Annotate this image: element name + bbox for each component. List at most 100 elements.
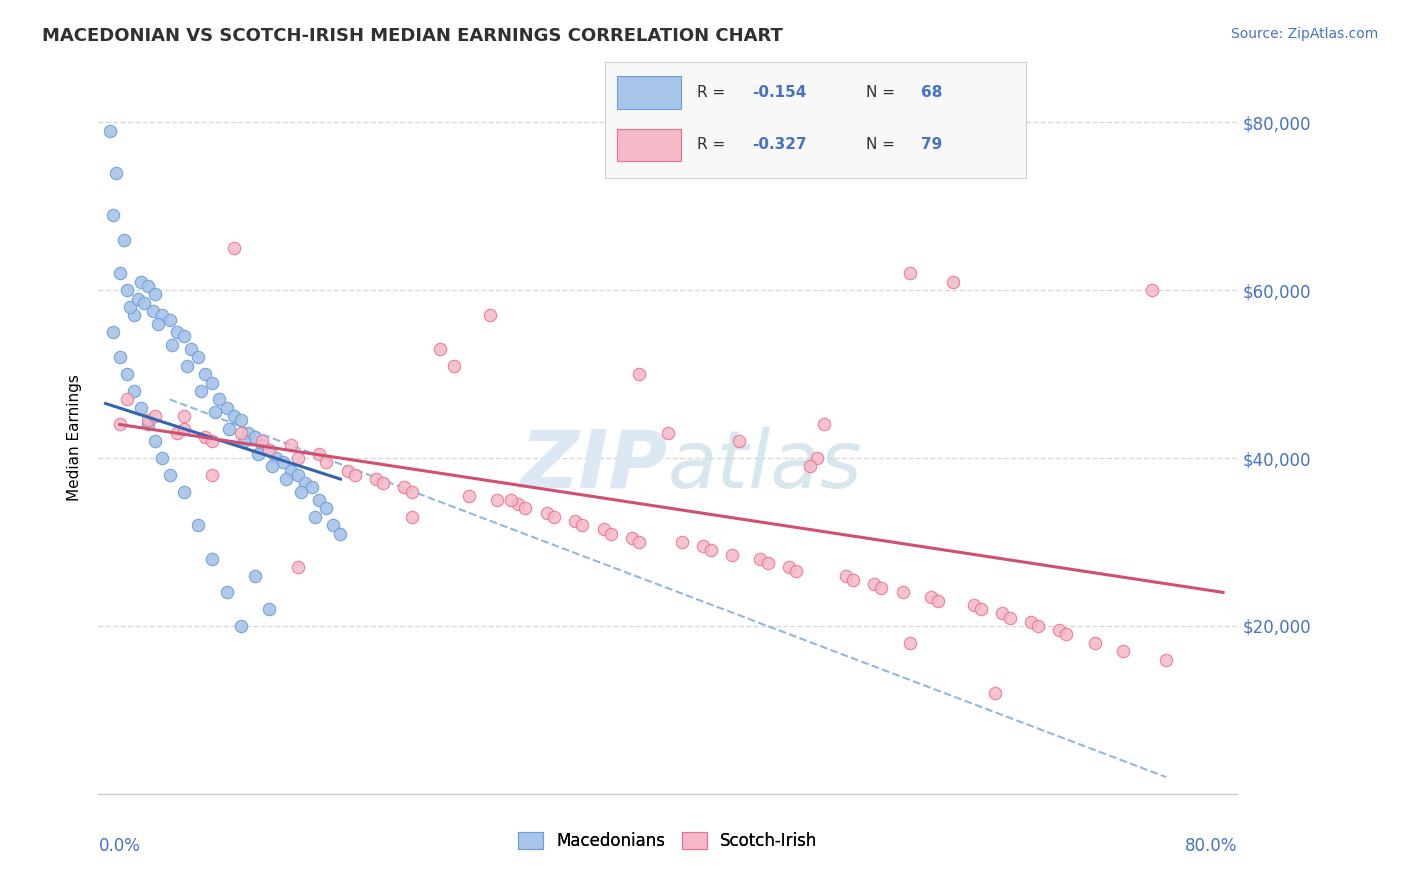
Point (364, 472, 387, 486)
Point (259, 442, 281, 457)
Point (159, 467, 181, 482)
Point (145, 409, 167, 423)
Point (290, 484, 312, 499)
Point (173, 422, 195, 436)
Point (222, 241, 245, 255)
Point (756, 556, 779, 570)
Point (308, 447, 330, 461)
Point (166, 325, 188, 339)
Point (478, 309, 501, 323)
Point (115, 367, 138, 381)
Point (600, 526, 623, 541)
Point (166, 425, 188, 440)
Point (180, 342, 202, 356)
Point (515, 501, 537, 516)
Point (592, 523, 614, 537)
Point (891, 585, 914, 599)
Point (898, 266, 921, 280)
Point (970, 602, 993, 616)
Point (108, 417, 131, 432)
Point (1056, 627, 1078, 641)
Point (1047, 623, 1070, 637)
Point (152, 309, 174, 323)
Point (101, 325, 124, 339)
Point (571, 518, 593, 533)
Point (250, 438, 273, 452)
Point (315, 455, 337, 469)
Point (262, 459, 284, 474)
Point (112, 233, 135, 247)
Point (1112, 644, 1135, 658)
Legend: Macedonians, Scotch-Irish: Macedonians, Scotch-Irish (512, 825, 824, 857)
Point (785, 565, 807, 579)
Point (564, 514, 586, 528)
Point (998, 610, 1021, 624)
Point (1140, 283, 1163, 297)
Point (201, 434, 224, 449)
Point (101, 208, 124, 222)
Point (621, 531, 644, 545)
Point (322, 518, 344, 533)
Point (136, 417, 159, 432)
Point (401, 509, 423, 524)
Text: Source: ZipAtlas.com: Source: ZipAtlas.com (1230, 27, 1378, 41)
Text: 79: 79 (921, 137, 942, 153)
Point (243, 568, 266, 582)
Point (1019, 615, 1042, 629)
Point (927, 594, 949, 608)
Point (215, 401, 238, 415)
Point (204, 405, 226, 419)
Point (749, 551, 772, 566)
Point (287, 560, 309, 574)
Point (229, 413, 252, 427)
Point (806, 451, 828, 466)
Text: N =: N = (866, 85, 900, 100)
Point (457, 489, 479, 503)
Point (190, 384, 212, 398)
Point (229, 619, 252, 633)
FancyBboxPatch shape (617, 77, 681, 109)
Point (371, 476, 394, 491)
Point (215, 585, 238, 599)
Point (127, 292, 149, 306)
Text: atlas: atlas (668, 426, 863, 505)
Point (98, 123, 121, 137)
Point (699, 543, 721, 558)
Point (501, 493, 523, 508)
Point (266, 451, 288, 466)
Point (243, 430, 266, 444)
Point (159, 312, 181, 326)
Point (122, 384, 145, 398)
Point (236, 425, 259, 440)
Point (536, 506, 558, 520)
Point (870, 581, 893, 595)
Point (104, 166, 127, 180)
Point (721, 548, 744, 562)
Point (145, 434, 167, 449)
Point (287, 451, 309, 466)
Text: 0.0%: 0.0% (98, 837, 141, 855)
Point (208, 392, 231, 407)
Text: MACEDONIAN VS SCOTCH-IRISH MEDIAN EARNINGS CORRELATION CHART: MACEDONIAN VS SCOTCH-IRISH MEDIAN EARNIN… (42, 27, 783, 45)
Point (136, 413, 159, 427)
Point (329, 526, 352, 541)
Point (276, 472, 298, 486)
Point (799, 459, 821, 474)
Text: R =: R = (697, 137, 731, 153)
Text: R =: R = (697, 85, 731, 100)
Point (294, 476, 316, 491)
Point (273, 455, 295, 469)
Point (671, 535, 693, 549)
Text: ZIP: ZIP (520, 426, 668, 505)
Point (429, 342, 451, 356)
Point (343, 467, 366, 482)
Point (115, 283, 138, 297)
Point (920, 590, 942, 604)
Point (173, 329, 195, 343)
Point (942, 275, 965, 289)
Point (129, 401, 152, 415)
Point (176, 359, 198, 373)
Point (250, 434, 273, 449)
Point (692, 539, 714, 553)
Point (108, 266, 131, 280)
